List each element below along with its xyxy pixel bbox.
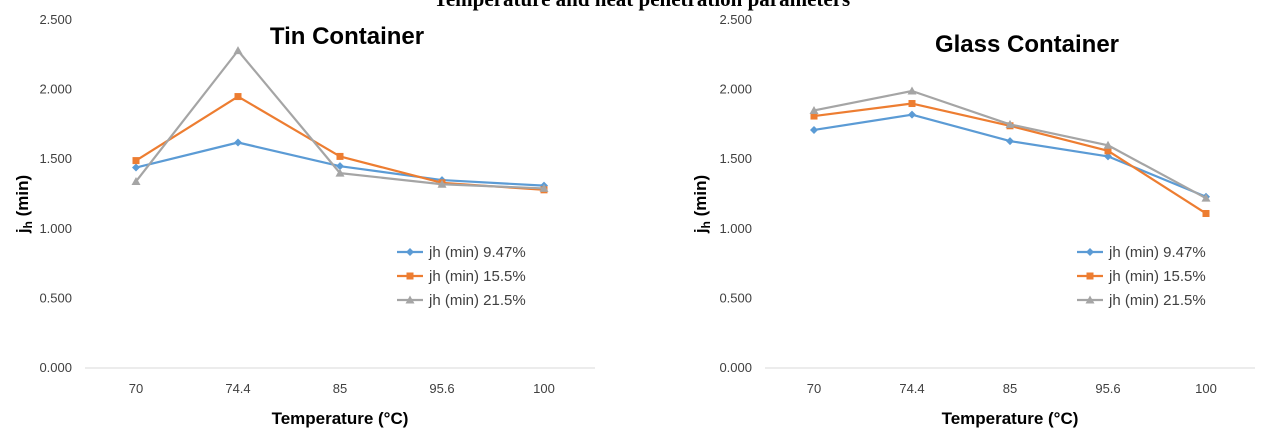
glass-legend-marker [1085,295,1095,304]
glass-y-tick-label: 0.500 [719,290,752,305]
glass-legend-label: jh (min) 21.5% [1108,292,1206,309]
glass-x-axis-title: Temperature (°C) [942,409,1079,428]
glass-y-tick-label: 2.500 [719,12,752,27]
glass-data-point [810,112,818,120]
glass-data-point [809,105,819,114]
glass-series-3 [809,86,1211,202]
tin-y-tick-label: 0.000 [39,360,72,375]
glass-chart: 0.000 0.500 1.000 1.500 2.000 2.500 70 74.4 85 95… [691,12,1255,428]
glass-legend-item: jh (min) 21.5% [1077,292,1206,309]
glass-legend-item: jh (min) 15.5% [1077,268,1206,285]
glass-data-point [1104,147,1112,155]
glass-series-1 [810,110,1210,201]
glass-y-axis-title: jh (min) [691,175,713,234]
tin-data-point [131,176,141,185]
glass-x-tick-label: 74.4 [899,381,924,396]
glass-legend-marker [1086,272,1094,280]
tin-x-tick-label: 95.6 [429,381,454,396]
glass-x-tick-label: 70 [807,381,821,396]
glass-y-tick-label: 1.500 [719,151,752,166]
tin-data-point [437,179,447,188]
tin-series-3 [131,46,549,192]
glass-legend: jh (min) 9.47% jh (min) 15.5% jh (min) 21.… [1077,244,1206,309]
glass-legend-label: jh (min) 15.5% [1108,268,1206,285]
tin-series-2 [132,93,548,194]
glass-y-tick-label: 1.000 [719,221,752,236]
tin-legend-label: jh (min) 15.5% [428,268,526,285]
tin-series-1 [132,138,548,190]
tin-x-tick-label: 74.4 [225,381,250,396]
tin-x-tick-label: 85 [333,381,347,396]
tin-data-point [234,93,242,101]
tin-y-tick-label: 0.500 [39,290,72,305]
tin-x-axis-title: Temperature (°C) [272,409,409,428]
tin-x-tick-label: 100 [533,381,555,396]
glass-data-point [810,125,818,134]
glass-data-point [1103,140,1113,149]
glass-data-point [1202,209,1210,217]
glass-legend-label: jh (min) 9.47% [1108,244,1206,261]
tin-data-point [336,162,344,171]
tin-data-point [335,168,345,177]
tin-legend-item: jh (min) 15.5% [397,268,526,285]
glass-series-2 [810,100,1210,217]
tin-legend-label: jh (min) 9.47% [428,244,526,261]
tin-y-axis-title: jh (min) [13,175,35,234]
glass-data-point [1104,152,1112,161]
glass-data-point [1201,193,1211,202]
tin-data-point [233,46,243,55]
tin-y-tick-label: 1.000 [39,221,72,236]
tin-legend-marker [406,248,414,256]
tin-legend-marker [405,295,415,304]
tin-data-point [336,152,344,160]
glass-y-tick-label: 0.000 [719,360,752,375]
partial-page-header: Temperature and heat penetration paramet… [0,0,1284,12]
glass-data-point [908,110,916,119]
tin-legend: jh (min) 9.47% jh (min) 15.5% jh (min) 21.… [397,244,526,309]
tin-y-tick-label: 2.000 [39,82,72,97]
tin-y-tick-label: 1.500 [39,151,72,166]
glass-legend-marker [1086,248,1094,256]
tin-legend-item: jh (min) 21.5% [397,292,526,309]
tin-legend-item: jh (min) 9.47% [397,244,526,261]
glass-chart-title: Glass Container [935,31,1119,58]
glass-data-point [908,100,916,108]
tin-legend-marker [406,272,414,280]
tin-y-tick-label: 2.500 [39,12,72,27]
glass-y-tick-label: 2.000 [719,82,752,97]
glass-data-point [1005,119,1015,128]
glass-x-tick-label: 100 [1195,381,1217,396]
glass-data-point [907,86,917,95]
tin-data-point [132,163,140,172]
tin-data-point [132,157,140,165]
glass-x-tick-label: 95.6 [1095,381,1120,396]
tin-x-tick-label: 70 [129,381,143,396]
tin-legend-label: jh (min) 21.5% [428,292,526,309]
tin-data-point [539,183,549,192]
glass-x-tick-label: 85 [1003,381,1017,396]
glass-legend-item: jh (min) 9.47% [1077,244,1206,261]
tin-chart-title: Tin Container [270,23,424,50]
tin-chart: 0.000 0.500 1.000 1.500 2.000 2.500 70 74.4 85 95… [13,12,595,428]
tin-data-point [234,138,242,147]
glass-data-point [1006,137,1014,146]
